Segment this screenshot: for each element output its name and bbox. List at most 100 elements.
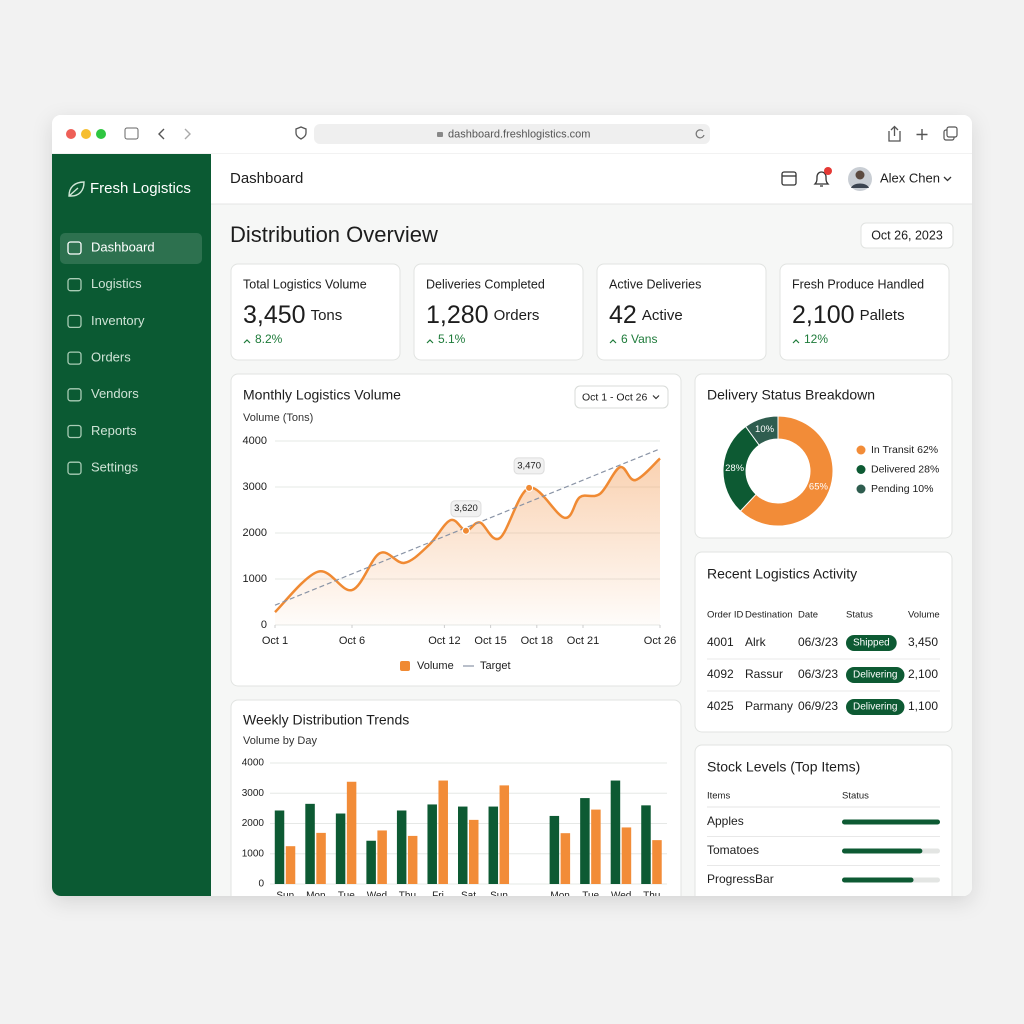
table-cell: 4092	[707, 667, 734, 681]
y-tick-label: 4000	[242, 758, 265, 769]
table-cell: 4025	[707, 699, 734, 713]
x-tick-label: Oct 18	[521, 635, 553, 647]
kpi-value-line: 42 Active	[609, 301, 683, 329]
table-cell: 06/3/23	[798, 667, 838, 681]
top-header	[211, 154, 972, 204]
nav-item[interactable]: Vendors	[91, 386, 139, 401]
y-tick-label: 2000	[242, 818, 265, 829]
x-tick-label: Tue	[582, 891, 599, 902]
bar	[549, 815, 560, 884]
back-button[interactable]	[158, 128, 165, 140]
kpi-unit: Orders	[494, 307, 540, 324]
date-picker[interactable]	[860, 222, 954, 249]
sidebar	[52, 154, 211, 896]
calendar-button[interactable]	[781, 171, 797, 186]
date-picker-label[interactable]: Oct 26, 2023	[871, 228, 943, 242]
kpi-value: 1,280	[426, 301, 489, 329]
range-selector-label[interactable]: Oct 1 - Oct 26	[582, 391, 648, 403]
status-label: Delivering	[853, 702, 897, 713]
annotation: 3,470	[517, 460, 541, 471]
sidebar-toggle[interactable]	[124, 127, 139, 140]
bar	[591, 809, 601, 884]
table-cell: 2,100	[908, 667, 938, 681]
nav-item[interactable]: Orders	[91, 350, 131, 365]
close-button[interactable]	[66, 129, 76, 139]
stock-item: Tomatoes	[707, 843, 759, 857]
bar	[652, 840, 662, 884]
kpi-value-line: 1,280 Orders	[426, 301, 539, 329]
kpi-change: 6 Vans	[621, 332, 657, 346]
status-pill	[846, 667, 905, 683]
minimize-button[interactable]	[81, 129, 91, 139]
nav-item[interactable]: Settings	[91, 460, 138, 475]
avatar-head	[855, 170, 865, 180]
lock-icon	[437, 132, 443, 137]
notifications-button[interactable]	[813, 171, 830, 187]
new-tab-button[interactable]	[916, 129, 928, 140]
brand-logo	[68, 181, 85, 197]
slice-label: 28%	[725, 463, 745, 474]
range-selector[interactable]	[574, 385, 669, 409]
shield-icon[interactable]	[295, 126, 307, 140]
x-tick-label: Wed	[367, 891, 387, 902]
table-header: Status	[842, 791, 869, 802]
y-tick-label: 4000	[243, 435, 267, 447]
table-cell: Parmany	[745, 699, 793, 713]
bar	[407, 835, 418, 884]
nav-icon	[67, 424, 82, 439]
table-header: Order ID	[707, 610, 744, 621]
user-menu-chevron[interactable]	[943, 176, 952, 182]
bar	[377, 830, 387, 884]
bar	[610, 780, 621, 884]
bar	[621, 827, 632, 884]
nav-item[interactable]: Inventory	[91, 313, 145, 328]
status-pill	[846, 635, 897, 651]
legend-label: Pending 10%	[871, 483, 933, 495]
reload-button[interactable]	[695, 129, 705, 139]
stock-item: ProgressBar	[707, 872, 774, 886]
kpi-arrow	[426, 339, 434, 344]
bar	[285, 846, 296, 884]
kpi-arrow	[792, 339, 800, 344]
nav-item[interactable]: Reports	[91, 423, 137, 438]
nav-icon	[67, 388, 82, 402]
y-tick-label: 3000	[243, 481, 267, 493]
kpi-card	[779, 263, 950, 361]
kpi-unit: Tons	[311, 307, 343, 324]
active-nav-highlight	[60, 233, 202, 264]
point-marker	[461, 526, 470, 535]
stock-card	[694, 744, 953, 896]
notification-dot	[824, 167, 832, 175]
bar	[438, 780, 448, 884]
kpi-unit: Active	[642, 307, 683, 324]
tabs-button-back	[946, 126, 958, 138]
nav-item[interactable]: Dashboard	[91, 239, 155, 254]
share-button[interactable]	[888, 125, 901, 142]
zoom-button[interactable]	[96, 129, 106, 139]
bar	[488, 806, 499, 884]
legend-swatch	[400, 661, 410, 671]
bar	[346, 781, 357, 884]
nav-item[interactable]: Logistics	[91, 276, 142, 291]
table-header: Destination	[745, 610, 793, 621]
user-name[interactable]: Alex Chen	[880, 170, 940, 185]
range-chevron[interactable]	[652, 395, 660, 400]
legend-label: In Transit 62%	[871, 444, 938, 456]
brand-name: Fresh Logistics	[90, 180, 191, 197]
kpi-label: Deliveries Completed	[426, 277, 545, 291]
bar	[458, 806, 468, 884]
x-tick-label: Oct 15	[474, 635, 506, 647]
annotation-box	[513, 457, 545, 475]
forward-button[interactable]	[184, 128, 191, 140]
slice-label: 65%	[809, 482, 829, 493]
address-bar[interactable]	[314, 124, 710, 144]
kpi-card	[230, 263, 401, 361]
kpi-label: Active Deliveries	[609, 277, 701, 291]
bar-chart-subtitle: Volume by Day	[243, 735, 317, 747]
y-tick-label: 0	[261, 619, 267, 631]
table-cell: 06/3/23	[798, 635, 838, 649]
table-header: Status	[846, 610, 873, 621]
bar-chart-title: Weekly Distribution Trends	[243, 712, 409, 728]
x-tick-label: Sat	[461, 891, 476, 902]
header-title: Dashboard	[230, 170, 303, 187]
